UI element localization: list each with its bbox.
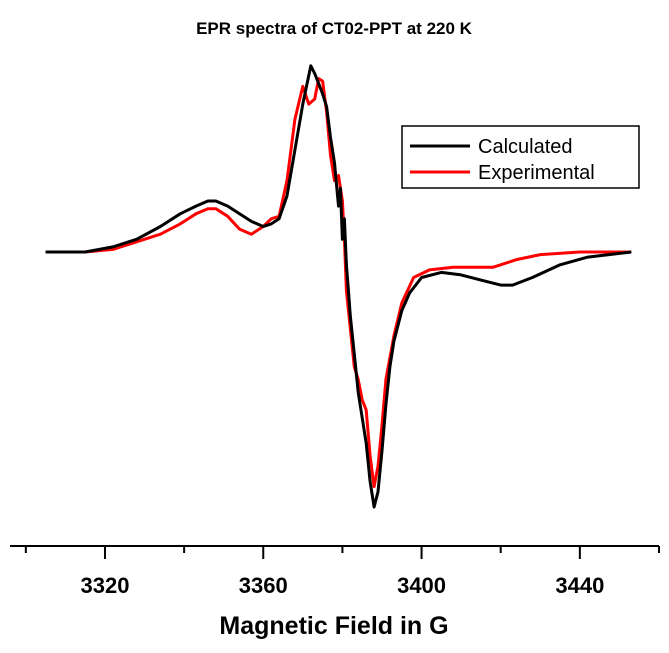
x-tick-label: 3320	[80, 573, 129, 598]
chart-title: EPR spectra of CT02-PPT at 220 K	[196, 19, 473, 38]
legend-box	[401, 125, 640, 189]
legend: Calculated Experimental	[401, 125, 640, 189]
x-tick-label: 3440	[555, 573, 604, 598]
legend-label-calculated: Calculated	[478, 136, 573, 158]
x-tick-label: 3360	[239, 573, 288, 598]
plot-area	[45, 64, 632, 509]
x-axis-ticks: 3320 3360 3400 3440	[24, 546, 660, 598]
series-line-calculated	[45, 64, 632, 509]
x-axis-title: Magnetic Field in G	[219, 612, 448, 640]
legend-label-experimental: Experimental	[478, 162, 595, 184]
series-line-experimental	[45, 77, 632, 489]
x-tick-label: 3400	[397, 573, 446, 598]
